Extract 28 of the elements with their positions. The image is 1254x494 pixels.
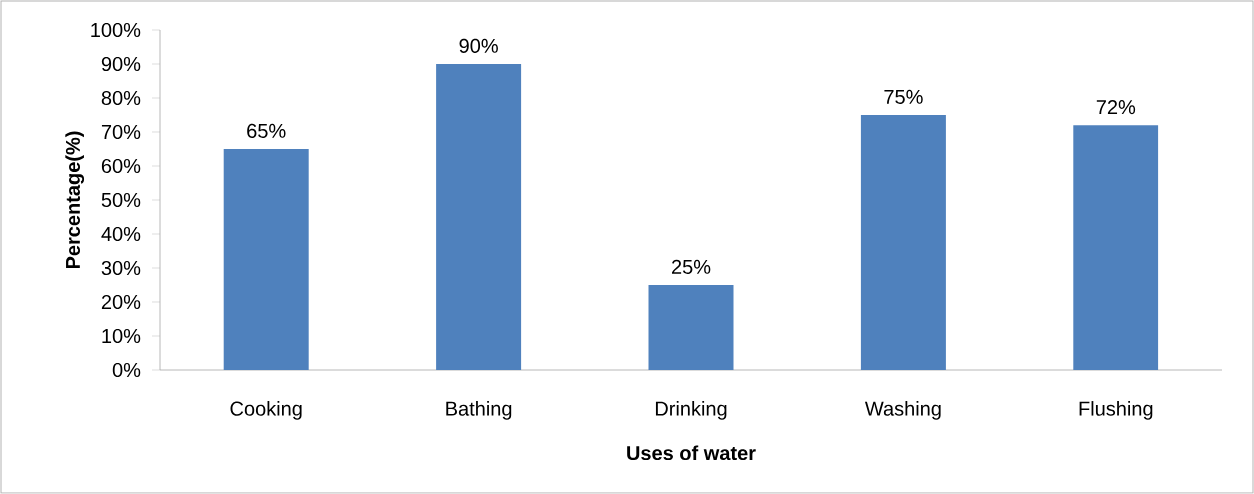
bar (860, 115, 946, 370)
x-axis-title: Uses of water (627, 445, 756, 461)
y-tick-label: 70% (101, 124, 141, 140)
y-tick-label: 90% (101, 56, 141, 72)
data-label: 65% (247, 123, 286, 138)
x-tick-label: Bathing (446, 401, 512, 420)
y-tick-label: 0% (112, 362, 141, 378)
y-tick-label: 30% (101, 260, 141, 276)
bar (648, 285, 734, 370)
y-tick-label: 20% (101, 294, 141, 310)
x-tick-label: Washing (864, 401, 941, 420)
data-label: 90% (459, 38, 498, 53)
x-tick-label: Drinking (655, 401, 727, 420)
bar (223, 149, 309, 370)
data-label: 25% (671, 259, 711, 274)
data-label: 72% (1096, 100, 1136, 115)
y-tick-label: 50% (101, 192, 141, 208)
bar (436, 64, 522, 370)
y-tick-label: 40% (101, 226, 141, 242)
data-label: 75% (884, 89, 923, 104)
y-tick-label: 10% (102, 328, 141, 344)
y-tick-label: 80% (101, 90, 141, 106)
x-tick-label: Flushing (1079, 401, 1153, 420)
y-axis-title: Percentage(%) (65, 131, 85, 269)
y-tick-label: 60% (101, 158, 141, 174)
x-tick-label: Cooking (230, 401, 302, 420)
bar (1073, 125, 1159, 370)
y-tick-label: 100% (91, 22, 141, 38)
